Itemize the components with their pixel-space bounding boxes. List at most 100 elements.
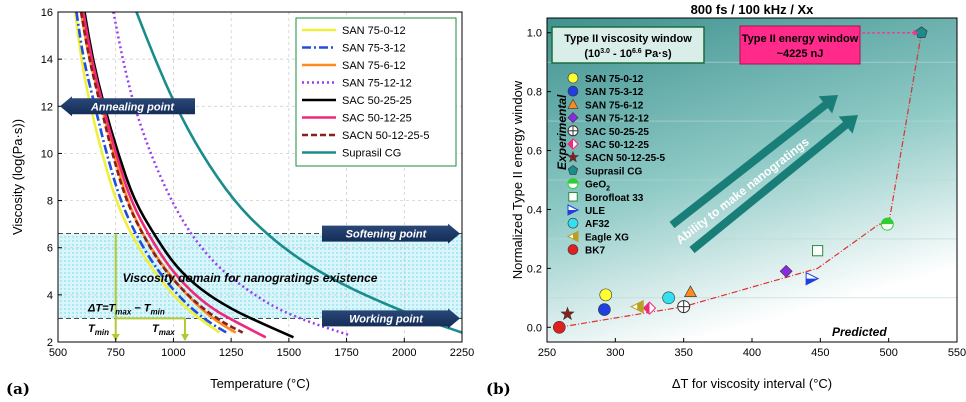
x-tick-label: 500 xyxy=(879,347,897,359)
y-tick-label: 0.2 xyxy=(527,263,542,275)
legend-marker xyxy=(567,72,579,84)
marker-fill xyxy=(637,300,644,313)
legend-marker xyxy=(567,178,579,190)
x-tick-label: 1500 xyxy=(277,347,301,359)
data-point-12 xyxy=(630,299,644,314)
curve-6 xyxy=(79,12,244,334)
legend-marker xyxy=(567,138,579,150)
legend-marker xyxy=(566,230,579,243)
x-tick-label: 1750 xyxy=(334,347,358,359)
legend-box xyxy=(295,17,457,167)
curve-5 xyxy=(82,12,267,339)
ability-arrow-lower xyxy=(689,114,858,254)
legend-entry: SAN 75-3-12 xyxy=(342,43,406,55)
experimental-label: Experimental xyxy=(555,94,569,170)
x-tick-label: 1250 xyxy=(219,347,243,359)
legend-entry: Suprasil CG xyxy=(585,166,642,177)
chart-title: 800 fs / 100 kHz / Xx xyxy=(691,2,815,17)
domain-label: Viscosity domain for nanogratings existe… xyxy=(123,271,378,285)
legend-entry: Eagle XG xyxy=(585,232,629,243)
legend-marker xyxy=(567,112,579,124)
softening-point-arrow: Softening point xyxy=(322,223,460,244)
legend-entry: SAN 75-6-12 xyxy=(342,60,406,72)
legend-entry: GeO2 xyxy=(585,180,610,193)
softening-point-arrow-shape xyxy=(322,223,460,244)
legend-marker xyxy=(567,217,579,229)
y-tick-label: 0.6 xyxy=(527,146,542,158)
ability-arrow-upper xyxy=(669,94,839,229)
legend-marker xyxy=(567,244,579,255)
legend-entry: SAN 75-12-12 xyxy=(585,114,649,125)
data-point-6 xyxy=(560,306,575,321)
y-tick-label: 0.8 xyxy=(527,87,542,99)
legend-entry: SACN 50-12-25-5 xyxy=(585,153,665,164)
energy-window-chart: 250 300 350 400 450 500 5500.00.20.40.60.81.0 … xyxy=(486,2,966,398)
marker-fill xyxy=(568,178,578,184)
legend-entry: Borofloat 33 xyxy=(585,193,644,204)
tmin-arrow xyxy=(111,334,120,341)
marker-fill xyxy=(568,210,578,215)
ability-arrows xyxy=(669,94,858,254)
marker-fill xyxy=(806,278,819,285)
panel-label-a: (a) xyxy=(6,380,30,398)
softening-point-arrow-label: Softening point xyxy=(346,229,428,241)
legend-entry: SACN 50-12-25-5 xyxy=(342,130,429,142)
viscosity-chart: Viscosity domain for nanogratings existe… xyxy=(6,7,474,398)
curve-0 xyxy=(74,12,221,334)
x-tick-label: 1000 xyxy=(161,347,185,359)
data-point-5 xyxy=(642,301,657,315)
legend-marker xyxy=(567,98,579,109)
data-point-7 xyxy=(915,26,928,38)
annealing-point-arrow-shape xyxy=(60,96,195,117)
legend-marker xyxy=(567,204,580,216)
marker-fill xyxy=(568,139,573,149)
legend-entry: SAN 75-3-12 xyxy=(585,87,644,98)
x-tick-label: 750 xyxy=(107,347,125,359)
legend-entry: Suprasil CG xyxy=(342,148,401,160)
axis-ticks: 500 750 1000 1250 1500 1750 2000 2250 2 4 6 8 10 12 14… xyxy=(41,7,474,359)
point-arrows: Annealing point Softening point Working po… xyxy=(60,96,460,329)
marker-fill xyxy=(881,218,894,225)
marker-fill xyxy=(643,302,650,315)
annealing-point-arrow: Annealing point xyxy=(60,96,195,117)
y-tick-label: 0.4 xyxy=(527,204,542,216)
data-point-8 xyxy=(880,217,894,231)
legend-marker xyxy=(567,165,579,175)
annealing-point-arrow-label: Annealing point xyxy=(90,101,175,113)
legend-entry: SAN 75-0-12 xyxy=(585,74,644,85)
y-tick-label: 2 xyxy=(47,337,53,349)
delta-t-marker: Viscosity domain for nanogratings existe… xyxy=(87,233,378,341)
plot-frame xyxy=(57,11,463,343)
y-tick-label: 6 xyxy=(47,243,53,255)
data-point-2 xyxy=(683,285,698,298)
tmax-label: Tmax xyxy=(152,323,175,337)
y-tick-label: 1.0 xyxy=(527,28,542,40)
y-tick-label: 10 xyxy=(41,148,53,160)
y-tick-label: 8 xyxy=(47,196,53,208)
tmax-arrow xyxy=(180,334,189,341)
tmin-label: Tmin xyxy=(88,323,109,337)
ability-arrow-lower-shape xyxy=(689,114,858,254)
energy-window-title: Type II energy window xyxy=(742,33,859,45)
viscosity-window-range: (103.0 - 106.6 Pa·s) xyxy=(584,48,672,60)
data-point-0 xyxy=(599,288,613,302)
x-tick-label: 300 xyxy=(606,347,624,359)
chart-legend: SAN 75-0-12 SAN 75-3-12 SAN 75-6-12 SAN 75-… xyxy=(295,17,457,167)
marker-fill xyxy=(573,231,578,242)
legend-entry: AF32 xyxy=(585,219,610,230)
legend-entry: SAC 50-25-25 xyxy=(342,95,412,107)
x-tick-label: 2250 xyxy=(450,347,474,359)
legend-entry: SAC 50-25-25 xyxy=(585,127,649,138)
legend-entry: SAN 75-12-12 xyxy=(342,78,412,90)
y-tick-label: 4 xyxy=(47,290,53,302)
data-point-13 xyxy=(552,320,566,334)
legend-marker xyxy=(568,192,578,202)
legend-entry: BK7 xyxy=(585,246,605,257)
viscosity-window-box xyxy=(551,26,705,64)
x-tick-label: 2000 xyxy=(392,347,416,359)
x-tick-label: 400 xyxy=(743,347,761,359)
window-boxes: Type II viscosity window (103.0 - 106.6 P… xyxy=(551,25,919,65)
panel-label-b: (b) xyxy=(486,380,511,398)
energy-pointer-head xyxy=(913,29,919,36)
